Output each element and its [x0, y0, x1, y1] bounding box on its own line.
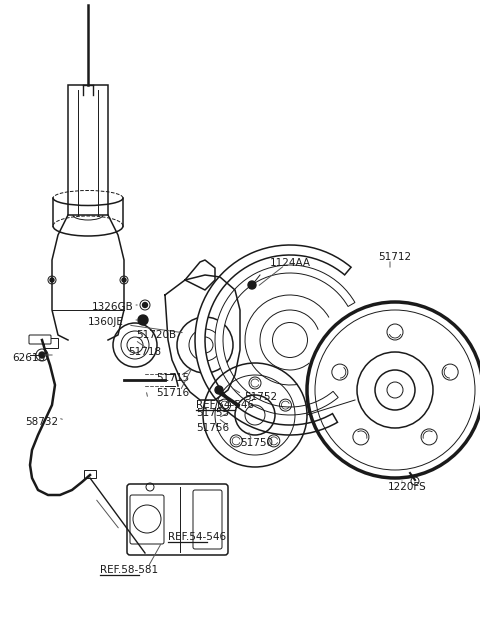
Text: 51718: 51718: [128, 347, 161, 357]
FancyBboxPatch shape: [130, 495, 164, 544]
Circle shape: [39, 352, 45, 358]
Wedge shape: [195, 245, 351, 435]
Text: REF.58-581: REF.58-581: [100, 565, 158, 575]
Circle shape: [140, 300, 150, 310]
Wedge shape: [215, 265, 355, 415]
Circle shape: [50, 278, 54, 282]
Text: 51755: 51755: [196, 408, 229, 418]
Text: 1326GB: 1326GB: [92, 302, 134, 312]
Circle shape: [143, 302, 147, 307]
Text: 51752: 51752: [244, 392, 277, 402]
Text: 51716: 51716: [156, 388, 189, 398]
Text: 1124AA: 1124AA: [270, 258, 311, 268]
Bar: [68, 85, 108, 215]
Text: 51756: 51756: [196, 423, 229, 433]
Bar: [44, 338, 58, 348]
Text: 1360JE: 1360JE: [88, 317, 124, 327]
Text: REF.54-546: REF.54-546: [168, 532, 226, 542]
Text: 58732: 58732: [25, 417, 58, 427]
Text: 51715: 51715: [156, 373, 189, 383]
FancyBboxPatch shape: [193, 490, 222, 549]
Text: REF.54-546: REF.54-546: [196, 400, 254, 410]
Text: 51750: 51750: [240, 438, 273, 448]
FancyBboxPatch shape: [127, 484, 228, 555]
Circle shape: [215, 386, 223, 394]
Bar: [84, 470, 96, 478]
Text: 62618: 62618: [12, 353, 45, 363]
Circle shape: [138, 315, 148, 325]
Text: 51720B: 51720B: [136, 330, 176, 340]
Text: 1220FS: 1220FS: [388, 482, 427, 492]
FancyBboxPatch shape: [29, 335, 51, 344]
Circle shape: [122, 278, 126, 282]
Circle shape: [248, 281, 256, 289]
Text: 51712: 51712: [378, 252, 411, 262]
